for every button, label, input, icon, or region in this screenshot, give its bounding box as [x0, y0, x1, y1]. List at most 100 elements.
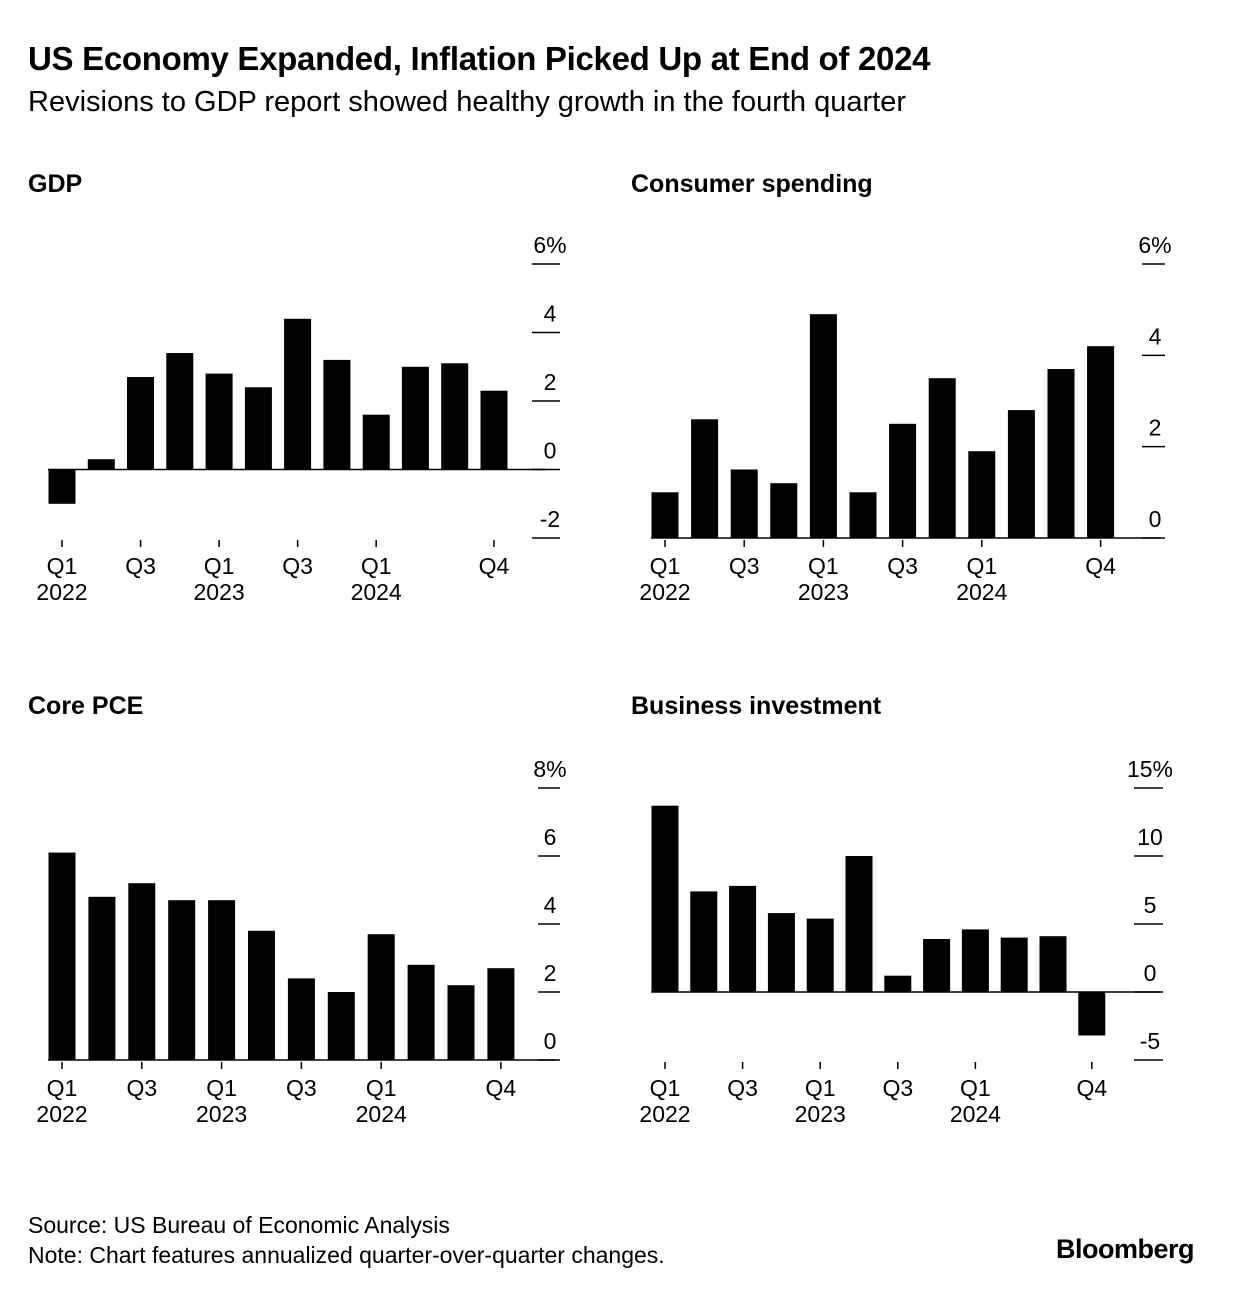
bar-q3-2024 [447, 985, 475, 1060]
x-tick-year-label: 2024 [950, 1101, 1001, 1127]
x-tick-label: Q3 [729, 553, 760, 579]
bar-q1-2022 [651, 805, 679, 992]
bar-q3-2022 [128, 883, 156, 1060]
x-tick-label: Q3 [126, 1075, 157, 1101]
y-tick-label: 4 [544, 892, 557, 918]
y-tick-label: 4 [1149, 323, 1162, 349]
bloomberg-logo: Bloomberg [1056, 1234, 1195, 1264]
x-tick-label: Q1 [805, 1075, 836, 1101]
bar-q3-2022 [730, 469, 758, 538]
panel-title-core-pce: Core PCE [28, 692, 144, 720]
x-tick-label: Q1 [47, 553, 78, 579]
bar-q2-2024 [1007, 410, 1035, 538]
y-tick-label: 6% [533, 232, 566, 258]
x-tick-label: Q1 [361, 553, 392, 579]
bar-q2-2022 [691, 419, 719, 538]
bar-q3-2023 [889, 423, 917, 538]
y-tick-label: 0 [544, 1028, 557, 1054]
x-tick-year-label: 2022 [36, 579, 87, 605]
panel-title-consumer-spending: Consumer spending [631, 170, 873, 198]
y-tick-label: 15% [1127, 756, 1173, 782]
x-tick-year-label: 2024 [956, 579, 1007, 605]
x-tick-year-label: 2022 [639, 1101, 690, 1127]
bar-q2-2022 [87, 459, 115, 470]
chart-title: US Economy Expanded, Inflation Picked Up… [28, 40, 931, 77]
x-tick-label: Q1 [366, 1075, 397, 1101]
bar-q4-2022 [168, 900, 196, 1060]
x-tick-label: Q1 [47, 1075, 78, 1101]
x-tick-label: Q1 [650, 1075, 681, 1101]
bar-q3-2022 [127, 377, 154, 470]
x-tick-year-label: 2023 [196, 1101, 247, 1127]
chart-subtitle: Revisions to GDP report showed healthy g… [28, 86, 906, 118]
x-tick-label: Q3 [727, 1075, 758, 1101]
y-tick-label: -2 [540, 506, 560, 532]
bar-q4-2024 [1078, 992, 1106, 1036]
x-tick-year-label: 2024 [356, 1101, 407, 1127]
y-tick-label: 0 [544, 438, 557, 464]
bar-q2-2024 [1000, 937, 1028, 992]
x-tick-year-label: 2023 [795, 1101, 846, 1127]
bar-q3-2023 [284, 318, 312, 470]
x-tick-label: Q1 [808, 553, 839, 579]
bar-q2-2024 [401, 366, 429, 470]
x-tick-label: Q1 [650, 553, 681, 579]
bar-q2-2022 [690, 891, 718, 992]
bar-q1-2024 [362, 414, 390, 470]
x-tick-label: Q3 [887, 553, 918, 579]
x-tick-label: Q3 [282, 553, 313, 579]
bar-q2-2022 [88, 896, 116, 1060]
x-tick-label: Q1 [960, 1075, 991, 1101]
footnote: Note: Chart features annualized quarter-… [28, 1242, 665, 1268]
x-tick-label: Q4 [1085, 553, 1116, 579]
y-tick-label: 6% [1138, 232, 1171, 258]
x-tick-label: Q3 [882, 1075, 913, 1101]
bar-q2-2023 [244, 387, 272, 470]
bar-q2-2024 [407, 964, 435, 1060]
bar-q4-2023 [923, 939, 951, 992]
bar-q4-2023 [928, 378, 956, 538]
bar-q4-2022 [767, 913, 795, 992]
bar-q4-2023 [327, 992, 355, 1060]
bar-q2-2023 [849, 492, 877, 538]
bar-q3-2023 [884, 975, 912, 992]
bar-q1-2022 [48, 469, 76, 504]
bar-q3-2023 [287, 978, 315, 1060]
y-tick-label: 10 [1137, 824, 1163, 850]
bar-q3-2022 [729, 885, 757, 992]
bar-q1-2023 [205, 373, 233, 470]
y-tick-label: -5 [1140, 1028, 1160, 1054]
bar-q4-2022 [166, 353, 194, 470]
bar-q4-2024 [487, 968, 515, 1060]
bar-q2-2023 [845, 856, 873, 992]
bar-q1-2023 [208, 900, 236, 1060]
x-tick-label: Q4 [479, 553, 510, 579]
y-tick-label: 2 [544, 369, 557, 395]
bar-q1-2023 [809, 314, 837, 538]
bar-q1-2024 [961, 929, 989, 992]
x-tick-label: Q1 [204, 553, 235, 579]
x-tick-year-label: 2022 [639, 579, 690, 605]
bar-q1-2024 [968, 451, 996, 538]
y-tick-label: 6 [544, 824, 557, 850]
bar-q3-2024 [1047, 369, 1075, 538]
bar-q4-2024 [1087, 346, 1115, 538]
y-tick-label: 5 [1144, 892, 1157, 918]
x-tick-label: Q1 [206, 1075, 237, 1101]
bar-q4-2023 [323, 359, 351, 470]
y-tick-label: 0 [1144, 960, 1157, 986]
bar-q1-2023 [806, 918, 834, 992]
y-tick-label: 0 [1149, 506, 1162, 532]
x-tick-label: Q1 [966, 553, 997, 579]
x-tick-year-label: 2022 [36, 1101, 87, 1127]
panel-title-gdp: GDP [28, 170, 83, 198]
bar-q4-2022 [770, 483, 798, 538]
panel-title-business-investment: Business investment [631, 692, 882, 720]
source-note: Source: US Bureau of Economic Analysis [28, 1212, 450, 1238]
y-tick-label: 2 [1149, 415, 1162, 441]
y-tick-label: 2 [544, 960, 557, 986]
